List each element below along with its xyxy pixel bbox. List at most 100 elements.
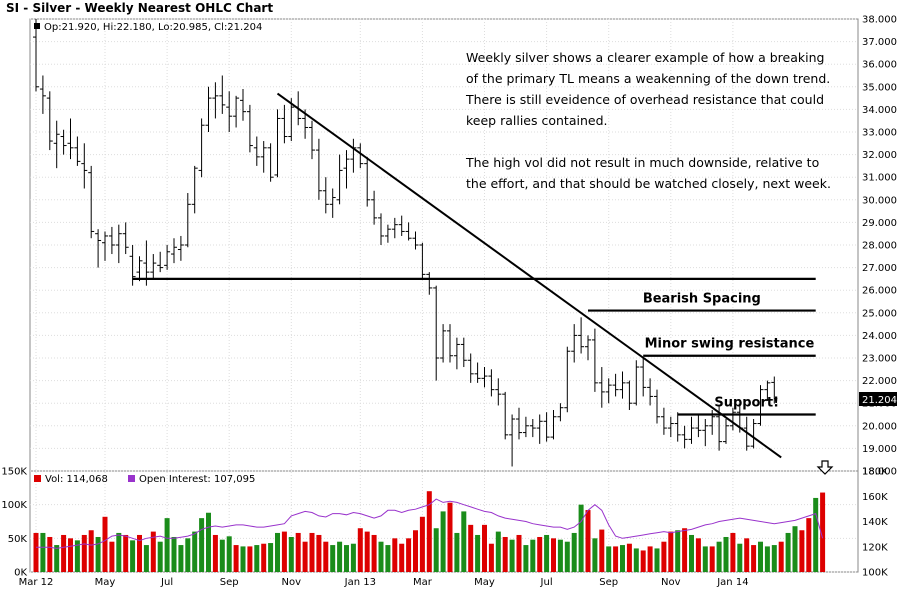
ohlc-bar	[205, 86, 212, 132]
price-tick-label: 30.000	[862, 195, 897, 206]
volume-bar	[281, 531, 287, 572]
open-interest-line	[36, 498, 824, 549]
volume-bar	[109, 541, 115, 572]
ohlc-bar	[619, 371, 626, 399]
ohlc-bar	[640, 358, 647, 397]
ohlc-bar	[612, 373, 619, 397]
volume-bar	[247, 546, 253, 572]
x-tick-label: Sep	[220, 577, 239, 588]
price-tick-label: 24.000	[862, 331, 897, 342]
ohlc-bar	[164, 245, 171, 270]
level-labels: Bearish Spacing Minor swing resistance Sup…	[643, 292, 815, 411]
volume-bar	[557, 539, 563, 572]
volume-bar	[502, 536, 508, 572]
price-legend-swatch	[34, 23, 40, 29]
volume-bar	[778, 541, 784, 572]
volume-bar	[661, 541, 667, 572]
ohlc-bar	[191, 165, 198, 214]
ohlc-bar	[550, 409, 557, 440]
x-tick-label: Jul	[540, 577, 553, 588]
price-tick-label: 34.000	[862, 105, 897, 116]
x-axis: Mar 12 May Jul Sep Nov Jan 13 Mar May Jul Sep Nov J…	[19, 577, 749, 588]
ohlc-bar	[578, 317, 585, 354]
volume-axis: 0K 50K 100K 150K 100K 120K 140K 160K 180K	[1, 467, 888, 579]
volume-bar	[116, 532, 122, 572]
ohlc-bar	[184, 193, 191, 248]
annotation-line: Weekly silver shows a clearer example of…	[466, 50, 824, 65]
ohlc-bar	[315, 138, 322, 200]
ohlc-bar	[585, 335, 591, 361]
ohlc-bar	[391, 217, 398, 239]
volume-bar	[171, 536, 177, 572]
annotation-line: keep rallies contained.	[466, 113, 607, 128]
volume-bar	[475, 534, 481, 572]
volume-bar	[537, 536, 543, 572]
volume-bar	[716, 541, 722, 572]
x-tick-label: Mar	[413, 577, 433, 588]
volume-bar	[68, 538, 73, 572]
annotation-line: the effort, and that should be watched c…	[466, 176, 831, 191]
price-tick-label: 27.000	[862, 263, 897, 274]
price-tick-label: 22.000	[862, 376, 897, 387]
ohlc-bar	[598, 367, 605, 408]
ohlc-bar	[557, 403, 564, 422]
price-tick-label: 32.000	[862, 150, 897, 161]
volume-bar	[695, 538, 701, 572]
volume-bar	[578, 504, 584, 572]
ohlc-bar	[309, 120, 315, 160]
volume-bar	[668, 531, 674, 572]
x-tick-label: Jul	[160, 577, 173, 588]
ohlc-bar	[371, 190, 378, 225]
volume-bar	[509, 539, 515, 572]
volume-bar	[130, 540, 136, 572]
oi-tick-label: 100K	[862, 568, 888, 579]
ohlc-bar	[681, 425, 688, 449]
ohlc-bar	[453, 337, 460, 370]
volume-bar	[323, 541, 329, 572]
ohlc-bar	[729, 407, 736, 431]
ohlc-bar	[219, 75, 226, 114]
x-tick-label: May	[474, 577, 495, 588]
price-axis: 18.00019.00020.00021.00022.00023.00024.0…	[862, 15, 897, 478]
ohlc-bar	[723, 419, 729, 444]
ohlc-bar	[764, 380, 771, 401]
volume-bar	[723, 536, 729, 572]
volume-bar	[530, 539, 536, 572]
volume-bar	[606, 546, 612, 572]
ohlc-bar	[157, 251, 164, 273]
price-tick-label: 19.000	[862, 444, 897, 455]
volume-bar	[640, 550, 646, 572]
ohlc-bar	[481, 367, 488, 388]
price-tick-label: 35.000	[862, 82, 897, 93]
ohlc-bar	[343, 150, 350, 189]
volume-bar	[350, 543, 356, 572]
annotation-line: There is still eveidence of overhead res…	[465, 92, 824, 107]
volume-bar	[620, 545, 625, 572]
ohlc-bar	[260, 141, 267, 173]
volume-bar	[364, 531, 370, 572]
volume-bar	[785, 532, 791, 572]
volume-bar	[433, 528, 439, 572]
price-tick-label: 20.000	[862, 421, 897, 432]
volume-bar	[192, 531, 198, 572]
ohlc-bar	[46, 91, 53, 151]
volume-bar	[316, 534, 322, 572]
volume-bar	[758, 541, 763, 572]
volume-bar	[806, 518, 812, 572]
volume-bar	[419, 516, 425, 572]
volume-bar	[613, 546, 619, 572]
price-tick-label: 25.000	[862, 308, 897, 319]
ohlc-bar	[522, 416, 529, 438]
volume-bar	[585, 510, 591, 572]
volume-bar	[689, 534, 694, 572]
volume-bar	[164, 518, 170, 572]
volume-bar	[461, 511, 467, 572]
volume-bar	[357, 528, 363, 572]
volume-bar	[344, 545, 349, 572]
price-tick-label: 23.000	[862, 354, 897, 365]
ohlc-readout: Op:21.920, Hi:22.180, Lo:20.985, Cl:21.2…	[44, 22, 262, 33]
volume-bar	[730, 532, 736, 572]
volume-bar	[468, 524, 474, 572]
ohlc-bar	[33, 19, 39, 92]
